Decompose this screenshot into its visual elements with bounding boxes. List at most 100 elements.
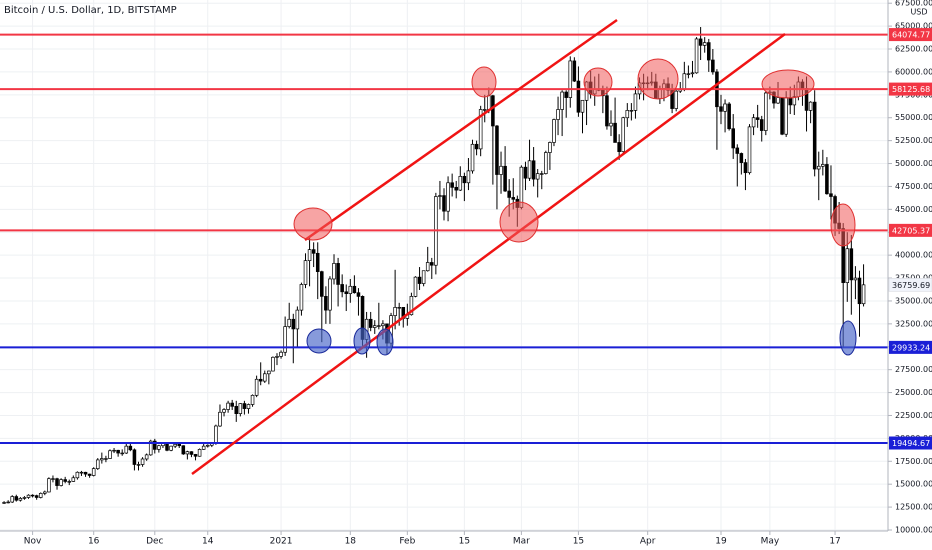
candle-body bbox=[755, 117, 760, 120]
candle-body bbox=[442, 195, 446, 212]
candle-body bbox=[63, 479, 67, 482]
trend-line bbox=[304, 18, 618, 242]
candle-body bbox=[727, 103, 731, 130]
candle-body bbox=[377, 325, 381, 327]
x-tick-label: Apr bbox=[640, 537, 656, 547]
candle-body bbox=[825, 164, 829, 195]
currency-label: USD bbox=[910, 8, 927, 17]
candle-body bbox=[487, 95, 491, 110]
candle-body bbox=[503, 165, 507, 192]
candle-body bbox=[267, 370, 271, 375]
candle-body bbox=[185, 451, 190, 455]
candle-body bbox=[104, 458, 108, 460]
candle-body bbox=[417, 276, 422, 284]
candle-body bbox=[356, 292, 361, 297]
x-tick-label: Dec bbox=[146, 537, 163, 547]
candle-body bbox=[857, 277, 862, 305]
candle-body bbox=[393, 307, 397, 316]
candle-body bbox=[116, 449, 120, 454]
candle-body bbox=[340, 284, 344, 293]
last-price-label: 36759.69 bbox=[892, 281, 930, 290]
candle-body bbox=[462, 176, 467, 184]
candle-body bbox=[283, 326, 287, 353]
candle-body bbox=[320, 271, 324, 297]
candle-body bbox=[507, 190, 511, 198]
candle-body bbox=[413, 276, 418, 297]
candle-body bbox=[425, 262, 430, 272]
candle-body bbox=[315, 252, 320, 272]
candle-body bbox=[67, 481, 72, 483]
candle-body bbox=[287, 318, 291, 327]
candle-body bbox=[218, 411, 222, 427]
candle-body bbox=[409, 296, 414, 316]
candle-body bbox=[572, 60, 577, 82]
candle-body bbox=[621, 117, 626, 152]
candle-body bbox=[694, 38, 699, 74]
x-tick-label: 19 bbox=[715, 537, 727, 547]
candle-body bbox=[291, 318, 296, 330]
candle-body bbox=[299, 284, 304, 311]
candle-body bbox=[784, 97, 788, 135]
candle-body bbox=[629, 110, 634, 112]
candle-body bbox=[845, 248, 850, 283]
x-tick-label: 18 bbox=[345, 537, 357, 547]
candle-body bbox=[682, 73, 687, 90]
candle-body bbox=[808, 101, 813, 111]
y-tick-label: 17500.00 bbox=[895, 457, 932, 466]
y-tick-label: 47500.00 bbox=[895, 182, 932, 191]
candle-body bbox=[262, 373, 267, 382]
candle-body bbox=[702, 42, 707, 46]
candle-body bbox=[148, 440, 153, 456]
level-label-box bbox=[889, 340, 932, 354]
candle-body bbox=[47, 478, 51, 493]
level-label: 42705.37 bbox=[892, 226, 930, 235]
candle-body bbox=[564, 91, 568, 98]
candle-body bbox=[189, 451, 194, 455]
candle-body bbox=[55, 478, 59, 486]
candle-body bbox=[617, 142, 621, 152]
candle-body bbox=[51, 478, 55, 480]
candle-body bbox=[576, 80, 581, 113]
candle-body bbox=[849, 248, 854, 281]
candle-body bbox=[197, 449, 202, 457]
candle-body bbox=[829, 193, 833, 197]
drawings bbox=[191, 18, 857, 476]
candle-body bbox=[328, 278, 332, 311]
candle-body bbox=[458, 176, 463, 191]
candle-body bbox=[157, 445, 161, 450]
highlight-ellipse bbox=[761, 69, 815, 99]
x-tick-label: Mar bbox=[513, 537, 530, 547]
y-tick-label: 25000.00 bbox=[895, 388, 932, 397]
candle-body bbox=[372, 325, 377, 328]
candle-body bbox=[234, 405, 239, 414]
candle-body bbox=[22, 497, 27, 499]
candle-body bbox=[861, 284, 866, 305]
candle-body bbox=[539, 173, 544, 175]
candle-body bbox=[177, 443, 182, 447]
candle-body bbox=[511, 197, 516, 200]
candle-body bbox=[527, 160, 532, 179]
candle-body bbox=[307, 249, 312, 261]
candle-body bbox=[18, 498, 23, 501]
candle-body bbox=[153, 440, 157, 450]
candle-body bbox=[95, 459, 100, 469]
candle-body bbox=[311, 249, 316, 254]
chart-title: Bitcoin / U.S. Dollar, 1D, BITSTAMP bbox=[4, 5, 177, 16]
candle-body bbox=[719, 106, 723, 112]
candle-body bbox=[87, 473, 92, 476]
candle-body bbox=[193, 454, 198, 457]
level-label-box bbox=[889, 82, 932, 96]
candle-body bbox=[560, 91, 564, 110]
candle-body bbox=[136, 464, 141, 466]
candle-body bbox=[214, 425, 218, 444]
candle-body bbox=[613, 122, 617, 143]
candle-body bbox=[275, 356, 279, 358]
level-label-box bbox=[889, 223, 932, 237]
candle-body bbox=[242, 403, 247, 409]
candle-body bbox=[470, 143, 475, 172]
candle-body bbox=[132, 449, 137, 465]
candle-body bbox=[344, 291, 349, 294]
y-tick-label: 10000.00 bbox=[895, 525, 932, 534]
price-labels: 64074.77 58125.68 42705.37 29933.24 19494.67… bbox=[888, 28, 932, 450]
